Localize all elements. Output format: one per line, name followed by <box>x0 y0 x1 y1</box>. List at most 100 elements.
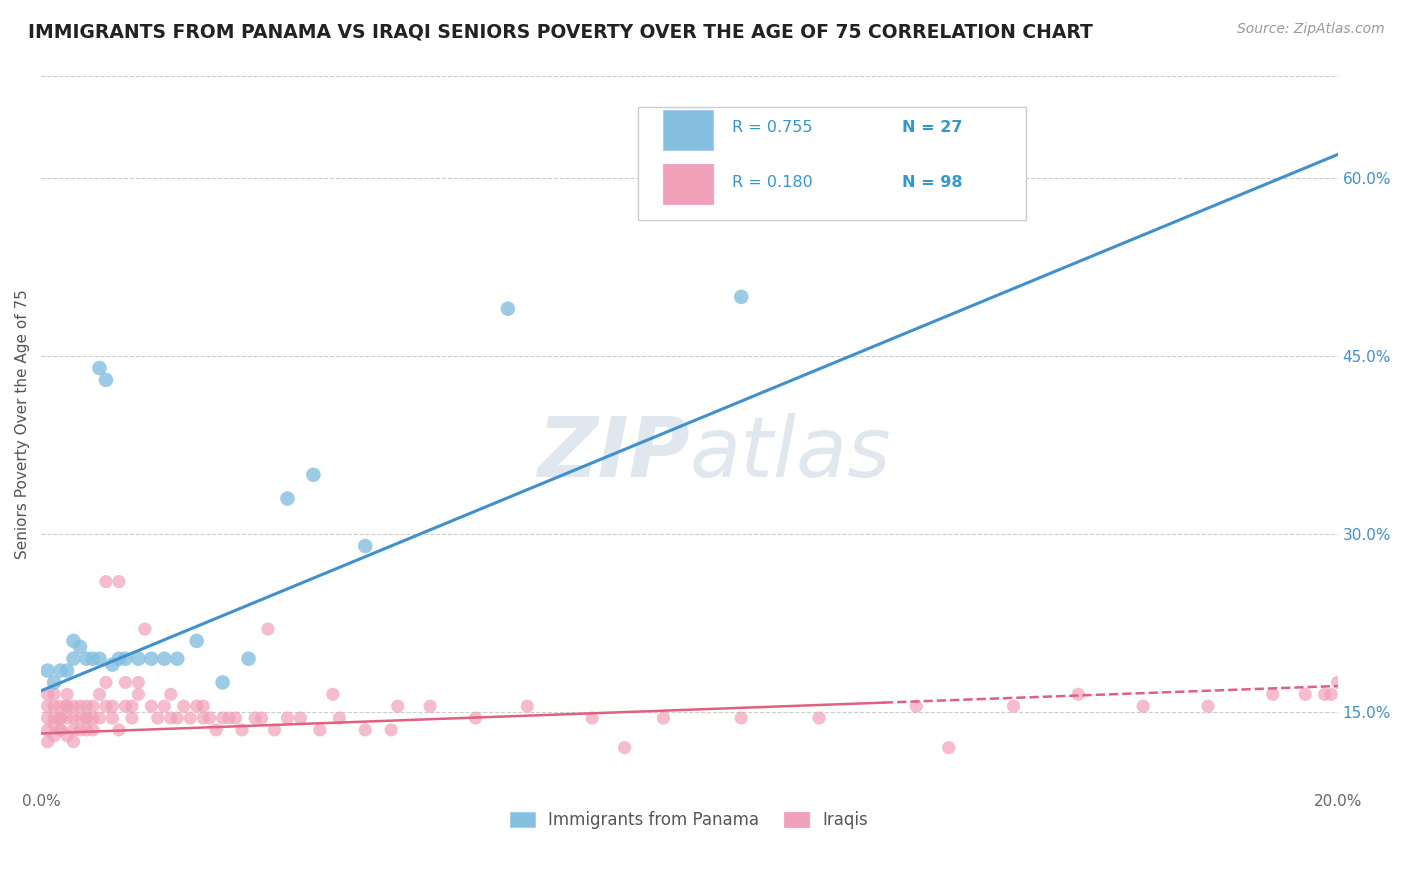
Point <box>730 711 752 725</box>
Point <box>186 634 208 648</box>
Point <box>1313 687 1336 701</box>
Point <box>186 699 208 714</box>
Point <box>56 729 79 743</box>
Point <box>114 651 136 665</box>
Point <box>49 711 72 725</box>
Point <box>121 711 143 725</box>
Point <box>76 711 98 725</box>
Point <box>108 574 131 589</box>
Text: IMMIGRANTS FROM PANAMA VS IRAQI SENIORS POVERTY OVER THE AGE OF 75 CORRELATION C: IMMIGRANTS FROM PANAMA VS IRAQI SENIORS … <box>28 22 1092 41</box>
Point <box>218 711 240 725</box>
Point <box>121 699 143 714</box>
Text: N = 98: N = 98 <box>903 175 963 190</box>
Point <box>42 687 65 701</box>
Point <box>159 711 181 725</box>
Text: ZIP: ZIP <box>537 413 689 494</box>
Point <box>1132 699 1154 714</box>
Point <box>89 651 111 665</box>
Point <box>42 675 65 690</box>
Point <box>62 699 84 714</box>
Point <box>127 675 149 690</box>
Text: N = 27: N = 27 <box>903 120 963 136</box>
Point <box>516 699 538 714</box>
Point <box>464 711 486 725</box>
Point <box>730 290 752 304</box>
Point <box>62 651 84 665</box>
Point <box>613 740 636 755</box>
Point <box>276 711 298 725</box>
Point <box>905 699 928 714</box>
Point <box>652 711 675 725</box>
Point <box>89 361 111 376</box>
Point <box>62 634 84 648</box>
Text: R = 0.180: R = 0.180 <box>733 175 813 190</box>
Point <box>1320 687 1343 701</box>
Point <box>354 723 377 737</box>
Point <box>193 699 215 714</box>
Point <box>94 699 117 714</box>
Point <box>37 699 59 714</box>
Point <box>380 723 402 737</box>
Point <box>141 699 163 714</box>
Point <box>94 675 117 690</box>
Point <box>354 539 377 553</box>
Point <box>211 675 233 690</box>
Point <box>308 723 330 737</box>
Point <box>76 723 98 737</box>
Point <box>42 711 65 725</box>
Point <box>166 711 188 725</box>
Point <box>322 687 344 701</box>
Point <box>37 664 59 678</box>
Point <box>82 711 104 725</box>
Point <box>328 711 350 725</box>
Point <box>302 467 325 482</box>
Point <box>1261 687 1284 701</box>
Point <box>62 723 84 737</box>
Point <box>94 373 117 387</box>
Point <box>1197 699 1219 714</box>
Text: R = 0.755: R = 0.755 <box>733 120 813 136</box>
Point <box>114 699 136 714</box>
Point <box>581 711 603 725</box>
Point <box>56 699 79 714</box>
Point <box>42 729 65 743</box>
Point <box>49 723 72 737</box>
Point <box>211 711 233 725</box>
Point <box>290 711 312 725</box>
Point <box>37 723 59 737</box>
Point <box>1067 687 1090 701</box>
Point <box>82 723 104 737</box>
Bar <box>664 164 713 204</box>
Point <box>49 699 72 714</box>
Point <box>198 711 221 725</box>
Point <box>42 717 65 731</box>
Point <box>49 711 72 725</box>
Point <box>243 711 266 725</box>
Point <box>42 699 65 714</box>
Point <box>56 711 79 725</box>
Point <box>76 711 98 725</box>
Point <box>496 301 519 316</box>
Point <box>89 687 111 701</box>
Point <box>938 740 960 755</box>
Point <box>56 687 79 701</box>
Point <box>69 723 91 737</box>
Point <box>173 699 195 714</box>
Point <box>49 664 72 678</box>
Point <box>134 622 156 636</box>
Point <box>69 640 91 654</box>
Point <box>166 651 188 665</box>
Point <box>69 699 91 714</box>
Point <box>69 711 91 725</box>
Point <box>62 735 84 749</box>
Point <box>141 651 163 665</box>
Point <box>153 651 176 665</box>
Point <box>101 699 124 714</box>
Point <box>101 711 124 725</box>
Point <box>257 622 280 636</box>
Point <box>238 651 260 665</box>
Point <box>159 687 181 701</box>
Point <box>108 651 131 665</box>
Point <box>56 664 79 678</box>
Point <box>101 657 124 672</box>
